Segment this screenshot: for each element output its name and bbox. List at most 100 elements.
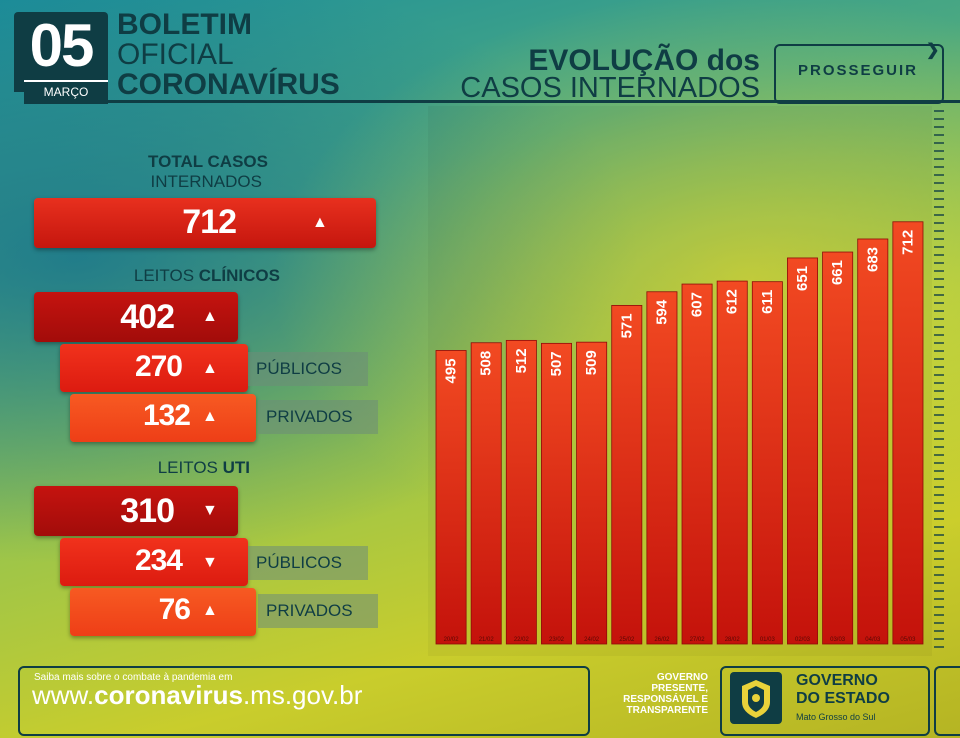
bar-value-label: 571 [618, 313, 635, 338]
bar-25-02 [611, 304, 643, 645]
up-arrow-icon: ▲ [312, 214, 328, 231]
up-arrow-icon: ▲ [202, 360, 218, 377]
total-value: 712 [182, 203, 237, 241]
bar-value-label: 651 [794, 266, 811, 291]
clinicos-label: LEITOS CLÍNICOS [100, 266, 280, 286]
bar-03-03 [822, 251, 854, 645]
bar-26-02 [646, 291, 678, 645]
category-tick-label: 26/02 [654, 637, 670, 643]
category-tick-label: 03/03 [830, 637, 846, 643]
bar-value-label: 611 [759, 290, 776, 314]
bar-value-label: 512 [513, 348, 530, 373]
bar-01-03 [751, 281, 783, 645]
bar-value-label: 507 [548, 351, 565, 376]
chart-title-line2: CASOS INTERNADOS [460, 72, 760, 104]
prosseguir-logo [774, 44, 944, 104]
privados-tag: PRIVADOS [258, 400, 378, 434]
url-bold: coronavirus [94, 680, 243, 710]
url-prefix: www. [32, 680, 95, 710]
category-tick-label: 27/02 [690, 637, 706, 643]
up-arrow-icon: ▲ [202, 308, 218, 325]
bar-23-02 [541, 342, 572, 645]
category-tick-label: 24/02 [584, 637, 600, 643]
chart-title-line1: EVOLUÇÃO dos [528, 44, 760, 77]
category-tick-label: 02/03 [795, 637, 811, 643]
bar-value-label: 607 [689, 292, 706, 317]
bulletin-title-line1: BOLETIM [117, 8, 252, 41]
chevron-right-icon: ❯ [926, 42, 940, 59]
clinicos-privados-box [70, 394, 256, 442]
category-tick-label: 23/02 [549, 637, 565, 643]
crest-svg [742, 680, 770, 718]
privados-tag: PRIVADOS [258, 594, 378, 628]
clinicos-publicos: 270 [134, 350, 183, 383]
clinicos-publicos-box [60, 344, 248, 392]
up-arrow-icon: ▲ [202, 602, 218, 619]
clinicos-label-prefix: LEITOS [133, 266, 195, 285]
bar-22-02 [505, 339, 537, 645]
state-crest-icon [730, 672, 782, 724]
gov-line3: Mato Grosso do Sul [796, 712, 876, 722]
month-box [24, 80, 108, 104]
bar-chart-svg: 495 20/02 508 21/02 512 22/02 507 23/02 509 24/02… [435, 221, 924, 645]
bar-value-label: 712 [899, 230, 916, 255]
uti-label-prefix: LEITOS [157, 458, 218, 477]
header-divider [108, 100, 960, 103]
bar-value-label: 509 [583, 350, 600, 375]
bar-21-02 [470, 342, 502, 645]
uti-privados: 76 [158, 593, 191, 626]
clinicos-label-bold: CLÍNICOS [198, 266, 280, 285]
total-label-bold: TOTAL CASOS [148, 152, 268, 171]
government-logo-box [720, 666, 930, 736]
bar-value-label: 594 [653, 299, 670, 325]
bar-chart: 495 20/02 508 21/02 512 22/02 507 23/02 509 24/02… [428, 106, 932, 660]
clinicos-total-box [34, 292, 238, 342]
down-arrow-icon: ▼ [202, 554, 218, 571]
category-tick-label: 05/03 [900, 637, 916, 643]
date-box [14, 12, 108, 92]
category-tick-label: 28/02 [725, 637, 741, 643]
date-month: MARÇO [43, 85, 89, 99]
bar-value-label: 495 [443, 358, 460, 383]
footer-url-box [18, 666, 590, 736]
total-label: INTERNADOS [150, 172, 262, 191]
category-tick-label: 04/03 [865, 637, 881, 643]
category-tick-label: 22/02 [514, 637, 530, 643]
footer-right-strip [934, 666, 960, 736]
bar-05-03 [892, 221, 924, 645]
category-tick-label: 20/02 [444, 637, 460, 643]
gov-line2: DO ESTADO [796, 690, 890, 707]
publicos-tag: PÚBLICOS [248, 352, 368, 386]
bar-02-03 [787, 257, 818, 645]
bar-28-02 [716, 280, 748, 645]
slogan-line2: PRESENTE, [651, 683, 708, 694]
prosseguir-logo-text: PROSSEGUIR [797, 62, 919, 79]
uti-privados-box [70, 588, 256, 636]
uti-label-bold: UTI [222, 458, 250, 477]
slogan-line3: RESPONSÁVEL E [623, 694, 708, 705]
bulletin-title-line2: OFICIAL [117, 38, 234, 71]
uti-total-box [34, 486, 238, 536]
category-tick-label: 21/02 [479, 637, 495, 643]
uti-publicos: 234 [134, 544, 183, 577]
bar-value-label: 661 [829, 260, 846, 285]
bar-20-02 [435, 350, 467, 645]
date-day: 05 [29, 12, 95, 79]
bar-value-label: 508 [478, 351, 495, 376]
clinicos-privados: 132 [142, 399, 191, 432]
up-arrow-icon: ▲ [202, 408, 218, 425]
category-tick-label: 25/02 [619, 637, 635, 643]
uti-publicos-box [60, 538, 248, 586]
publicos-tag: PÚBLICOS [248, 546, 368, 580]
uti-total: 310 [120, 492, 175, 530]
website-link[interactable]: www.coronavirus.ms.gov.br [32, 680, 362, 711]
bar-value-label: 683 [864, 247, 881, 272]
bar-24-02 [576, 341, 608, 645]
category-tick-label: 01/03 [760, 637, 776, 643]
bulletin-title-line3: CORONAVÍRUS [117, 68, 340, 101]
down-arrow-icon: ▼ [202, 502, 218, 519]
bar-04-03 [857, 238, 889, 645]
slogan-line4: TRANSPARENTE [626, 705, 708, 716]
url-suffix: .ms.gov.br [242, 680, 363, 710]
